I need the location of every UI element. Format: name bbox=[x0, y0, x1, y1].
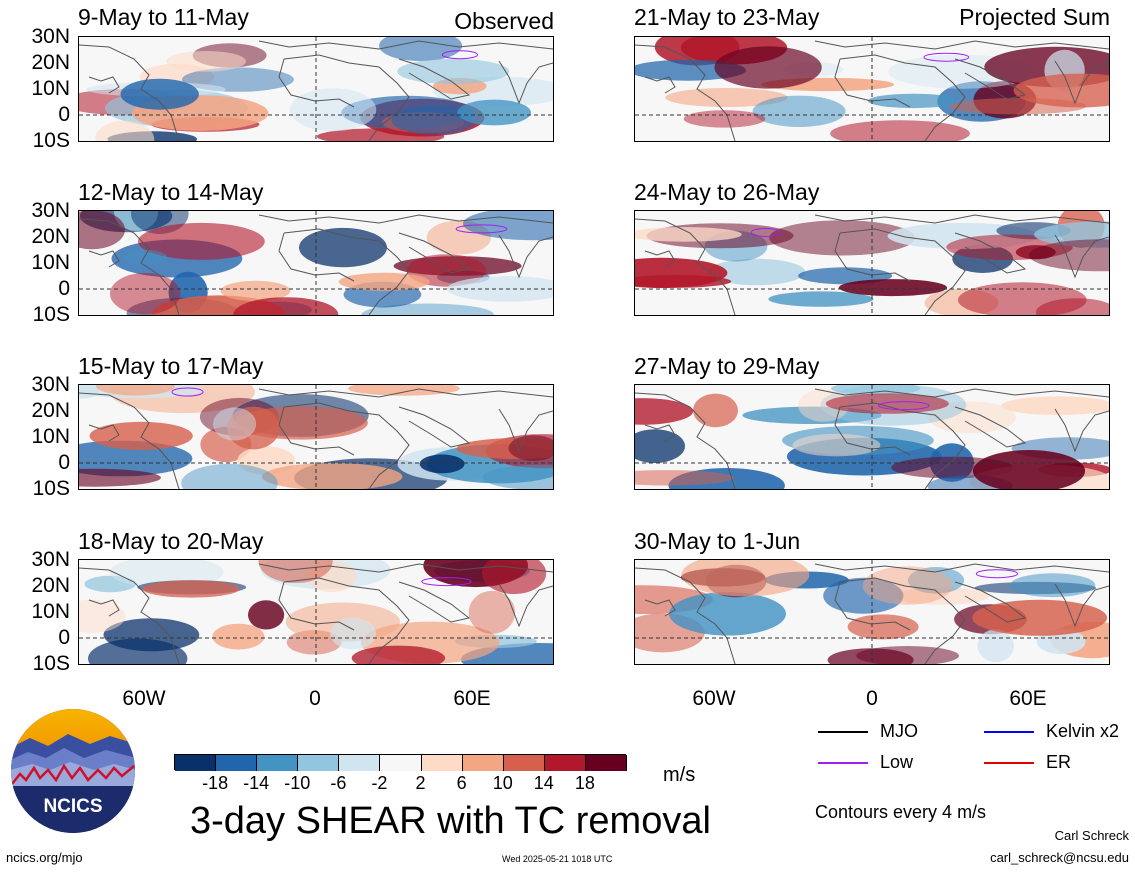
lat-label: 0 bbox=[58, 277, 70, 300]
legend-mjo-line bbox=[818, 731, 868, 733]
lat-label: 30N bbox=[31, 373, 70, 396]
colorbar-swatch bbox=[503, 755, 545, 771]
colorbar-swatch bbox=[175, 755, 217, 771]
lat-label: 30N bbox=[31, 548, 70, 571]
lat-label: 20N bbox=[31, 51, 70, 74]
shear-map-l3 bbox=[79, 560, 553, 664]
timestamp: Wed 2025-05-21 1018 UTC bbox=[502, 854, 613, 864]
panel-title-l0: 9-May to 11-May bbox=[78, 4, 249, 30]
map-panel-r2 bbox=[634, 384, 1110, 490]
author-email[interactable]: carl_schreck@ncsu.edu bbox=[990, 850, 1129, 865]
lat-label: 30N bbox=[31, 199, 70, 222]
colorbar-tick-label: 2 bbox=[415, 773, 426, 793]
panel-title-l2: 15-May to 17-May bbox=[78, 353, 264, 379]
logo-text: NCICS bbox=[43, 796, 102, 817]
map-panel-r3 bbox=[634, 559, 1110, 665]
legend-kelvin-label: Kelvin x2 bbox=[1046, 721, 1120, 741]
panel-title-r0: 21-May to 23-May bbox=[634, 4, 820, 30]
panel-title-r1: 24-May to 26-May bbox=[634, 179, 820, 205]
map-panel-l3 bbox=[78, 559, 554, 665]
colorbar bbox=[174, 754, 627, 771]
panel-title-r2: 27-May to 29-May bbox=[634, 353, 820, 379]
panel-title-r3: 30-May to 1-Jun bbox=[634, 528, 801, 554]
colorbar-swatch bbox=[380, 755, 422, 771]
colorbar-swatch bbox=[462, 755, 504, 771]
lon-label-60e-right: 60E bbox=[1009, 687, 1047, 710]
legend-er-line bbox=[984, 762, 1034, 764]
legend-mjo-label: MJO bbox=[880, 721, 918, 741]
shear-map-r3 bbox=[635, 560, 1109, 664]
shear-map-r1 bbox=[635, 211, 1109, 315]
lat-label: 20N bbox=[31, 574, 70, 597]
lat-label: 10N bbox=[31, 77, 70, 100]
lat-label: 30N bbox=[31, 25, 70, 48]
colorbar-swatch bbox=[257, 755, 299, 771]
lat-label: 20N bbox=[31, 399, 70, 422]
lat-label: 10S bbox=[32, 652, 70, 675]
colorbar-swatch bbox=[585, 755, 627, 771]
lat-label: 10S bbox=[32, 303, 70, 326]
colorbar-tick-label: 18 bbox=[574, 773, 595, 793]
author-name: Carl Schreck bbox=[1054, 828, 1129, 843]
colorbar-swatch bbox=[421, 755, 463, 771]
colorbar-tick-label: -18 bbox=[202, 773, 229, 793]
shear-map-l0 bbox=[79, 37, 553, 141]
projected-sum-label: Projected Sum bbox=[959, 4, 1110, 30]
lat-label: 20N bbox=[31, 225, 70, 248]
colorbar-swatch bbox=[298, 755, 340, 771]
lat-label: 0 bbox=[58, 626, 70, 649]
colorbar-tick-label: 6 bbox=[456, 773, 467, 793]
legend-low-line bbox=[818, 762, 868, 764]
legend-kelvin-line bbox=[984, 731, 1034, 733]
map-panel-r0 bbox=[634, 36, 1110, 142]
colorbar-unit: m/s bbox=[663, 764, 696, 786]
ncics-logo: NCICS bbox=[10, 708, 136, 834]
panel-title-l3: 18-May to 20-May bbox=[78, 528, 264, 554]
lat-label: 10S bbox=[32, 477, 70, 500]
lat-label: 0 bbox=[58, 103, 70, 126]
legend-low-label: Low bbox=[880, 752, 914, 772]
colorbar-tick-label: -6 bbox=[330, 773, 347, 793]
colorbar-swatch bbox=[216, 755, 258, 771]
lon-label-0-left: 0 bbox=[309, 687, 321, 710]
observed-label: Observed bbox=[454, 8, 554, 34]
lon-label-0-right: 0 bbox=[866, 687, 878, 710]
shear-map-r2 bbox=[635, 385, 1109, 489]
lat-label: 10N bbox=[31, 600, 70, 623]
colorbar-tick-label: -2 bbox=[371, 773, 388, 793]
contour-note: Contours every 4 m/s bbox=[815, 802, 987, 822]
lon-label-60w-left: 60W bbox=[122, 687, 166, 710]
colorbar-tick-label: -14 bbox=[243, 773, 270, 793]
legend-er-label: ER bbox=[1046, 752, 1072, 772]
lon-label-60w-right: 60W bbox=[692, 687, 736, 710]
main-title: 3-day SHEAR with TC removal bbox=[190, 800, 711, 842]
lat-label: 10N bbox=[31, 425, 70, 448]
lat-label: 10S bbox=[32, 129, 70, 152]
shear-map-l1 bbox=[79, 211, 553, 315]
colorbar-tick-label: 14 bbox=[533, 773, 554, 793]
lon-label-60e-left: 60E bbox=[453, 687, 491, 710]
shear-map-l2 bbox=[79, 385, 553, 489]
colorbar-swatch bbox=[544, 755, 586, 771]
map-panel-l1 bbox=[78, 210, 554, 316]
map-panel-r1 bbox=[634, 210, 1110, 316]
lat-label: 0 bbox=[58, 451, 70, 474]
map-panel-l2 bbox=[78, 384, 554, 490]
site-url[interactable]: ncics.org/mjo bbox=[6, 850, 83, 865]
colorbar-swatch bbox=[339, 755, 381, 771]
map-panel-l0 bbox=[78, 36, 554, 142]
lat-label: 10N bbox=[31, 251, 70, 274]
panel-title-l1: 12-May to 14-May bbox=[78, 179, 264, 205]
colorbar-tick-label: 10 bbox=[492, 773, 513, 793]
shear-map-r0 bbox=[635, 37, 1109, 141]
colorbar-tick-label: -10 bbox=[284, 773, 311, 793]
